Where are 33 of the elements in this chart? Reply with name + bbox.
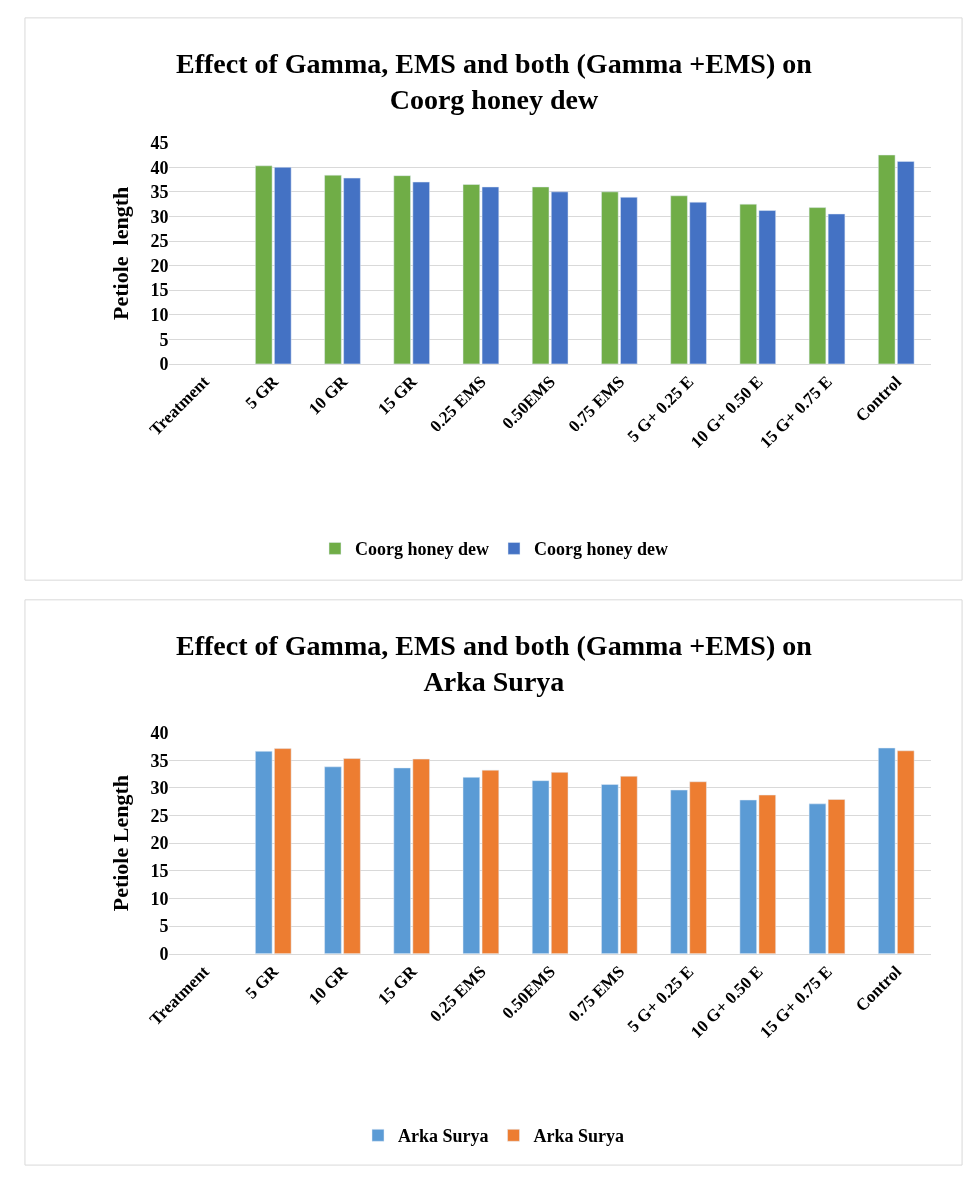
y-tick-label: 5 [159,916,169,937]
chart-title: Effect of Gamma, EMS and both (Gamma +EMS) on Arka Surya [176,630,813,698]
x-tick-label: 5 GR [241,961,283,1003]
y-tick-label: 5 [159,329,169,350]
y-tick-label: 40 [150,722,169,743]
y-tick-label: 0 [159,944,169,965]
y-tick-label: 10 [150,305,169,326]
y-tick-label: 15 [150,280,169,301]
y-tick-label: 10 [150,888,169,909]
legend-label: Coorg honey dew [534,539,668,560]
y-tick-label: 25 [150,805,169,826]
legend-label: Arka Surya [533,1126,625,1147]
x-tick-label: 15 GR [374,961,422,1009]
x-tick-label: 10 GR [304,961,352,1009]
y-tick-label: 15 [150,861,169,882]
chart-title: Effect of Gamma, EMS and both (Gamma +EMS) on Coorg honey dew [176,48,813,116]
y-axis-title: Petiole Length [108,775,134,912]
y-tick-label: 30 [150,206,169,227]
y-tick-label: 20 [150,255,169,276]
y-tick-label: 25 [150,231,169,252]
y-axis-title: Petiole length [108,186,134,320]
x-tick-label: 15 GR [374,371,422,419]
legend-label: Arka Surya [398,1126,489,1147]
y-tick-label: 20 [150,833,169,854]
x-tick-label: 10 GR [304,371,352,419]
y-tick-label: 35 [150,750,169,771]
y-tick-label: 40 [150,157,169,178]
x-tick-label: 5 GR [241,371,283,413]
y-tick-label: 45 [150,133,169,154]
y-tick-label: 30 [150,778,169,799]
legend-label: Coorg honey dew [355,539,489,560]
y-tick-label: 0 [159,354,169,375]
y-tick-label: 35 [150,182,169,203]
